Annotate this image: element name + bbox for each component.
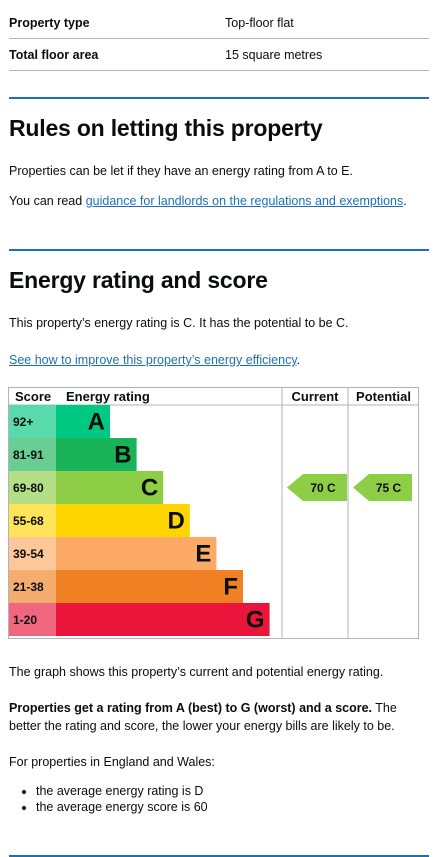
guidance-prefix: You can read bbox=[9, 194, 86, 208]
band-b-range: 81-91 bbox=[13, 448, 44, 462]
current-rating-arrow bbox=[287, 474, 347, 501]
summary-key: Total floor area bbox=[9, 47, 99, 62]
guidance-link[interactable]: guidance for landlords on the regulation… bbox=[85, 194, 404, 208]
band-d-letter: D bbox=[167, 508, 184, 535]
band-e-letter: E bbox=[195, 541, 211, 568]
band-d-range: 55-68 bbox=[13, 514, 44, 528]
band-f-letter: F bbox=[223, 574, 238, 601]
energy-rating-chart: Score Energy rating Current Potential 92+ A 81… bbox=[8, 387, 419, 639]
score-header: Score bbox=[15, 389, 51, 404]
improve-suffix: . bbox=[296, 353, 301, 367]
band-d-bar bbox=[9, 504, 190, 537]
band-b-score-cell bbox=[9, 438, 56, 471]
guidance-suffix: . bbox=[403, 194, 407, 208]
band-f-bar bbox=[9, 570, 243, 603]
band-g-letter: G bbox=[246, 607, 265, 634]
band-b-bar bbox=[9, 438, 137, 471]
potential-rating-arrow bbox=[353, 474, 412, 501]
rating-explanation-rest: The better the rating and score, the low… bbox=[9, 701, 397, 733]
summary-row-property-type: Property type Top-floor flat bbox=[9, 8, 429, 39]
band-c-score-cell bbox=[9, 471, 56, 504]
guidance-paragraph: You can read guidance for landlords on t… bbox=[9, 192, 429, 210]
band-e-score-cell bbox=[9, 537, 56, 570]
current-header: Current bbox=[292, 389, 340, 404]
average-list: the average energy rating is D the avera… bbox=[36, 783, 208, 815]
england-wales-text: For properties in England and Wales: bbox=[9, 755, 215, 769]
energy-rating-graph: Score Energy rating Current Potential 92+ A 81… bbox=[8, 387, 419, 639]
list-item: the average energy score is 60 bbox=[36, 799, 208, 815]
improve-link[interactable]: See how to improve this property’s energ… bbox=[9, 353, 297, 367]
rating-explanation: Properties get a rating from A (best) to… bbox=[9, 699, 429, 735]
rating-explanation-bold: Properties get a rating from A (best) to… bbox=[9, 701, 373, 715]
band-b-letter: B bbox=[114, 442, 131, 469]
band-g-score-cell bbox=[9, 603, 56, 636]
band-e-range: 39-54 bbox=[13, 547, 44, 561]
band-c-bar bbox=[9, 471, 164, 504]
energy-heading: Energy rating and score bbox=[9, 267, 268, 293]
band-a-score-cell bbox=[9, 405, 56, 438]
summary-row-floor-area: Total floor area 15 square metres bbox=[9, 39, 429, 71]
list-item: the average energy rating is D bbox=[36, 783, 208, 799]
band-c-letter: C bbox=[141, 475, 158, 502]
band-d-score-cell bbox=[9, 504, 56, 537]
band-f-range: 21-38 bbox=[13, 580, 44, 594]
chart-frame bbox=[8, 387, 419, 639]
potential-rating-label: 75 C bbox=[376, 481, 402, 495]
section-divider bbox=[9, 97, 429, 99]
band-a-range: 92+ bbox=[13, 415, 33, 429]
band-g-range: 1-20 bbox=[13, 613, 37, 627]
potential-header: Potential bbox=[356, 389, 411, 404]
section-divider bbox=[9, 855, 429, 857]
band-a-letter: A bbox=[88, 409, 105, 436]
energy-rating-text: This property’s energy rating is C. It h… bbox=[9, 316, 349, 330]
improve-paragraph: See how to improve this property’s energ… bbox=[9, 351, 429, 369]
letting-heading: Rules on letting this property bbox=[9, 115, 323, 141]
section-divider bbox=[9, 249, 429, 251]
band-a-bar bbox=[9, 405, 110, 438]
band-f-score-cell bbox=[9, 570, 56, 603]
graph-explanation: The graph shows this property’s current … bbox=[9, 665, 384, 679]
band-e-bar bbox=[9, 537, 217, 570]
summary-value: Top-floor flat bbox=[225, 16, 294, 30]
summary-value: 15 square metres bbox=[225, 47, 323, 62]
summary-key: Property type bbox=[9, 16, 90, 30]
band-g-bar bbox=[9, 603, 270, 636]
letting-paragraph: Properties can be let if they have an en… bbox=[9, 164, 353, 178]
band-c-range: 69-80 bbox=[13, 481, 44, 495]
current-rating-label: 70 C bbox=[310, 481, 336, 495]
property-summary: Property type Top-floor flat Total floor… bbox=[9, 8, 429, 71]
rating-header: Energy rating bbox=[66, 389, 150, 404]
